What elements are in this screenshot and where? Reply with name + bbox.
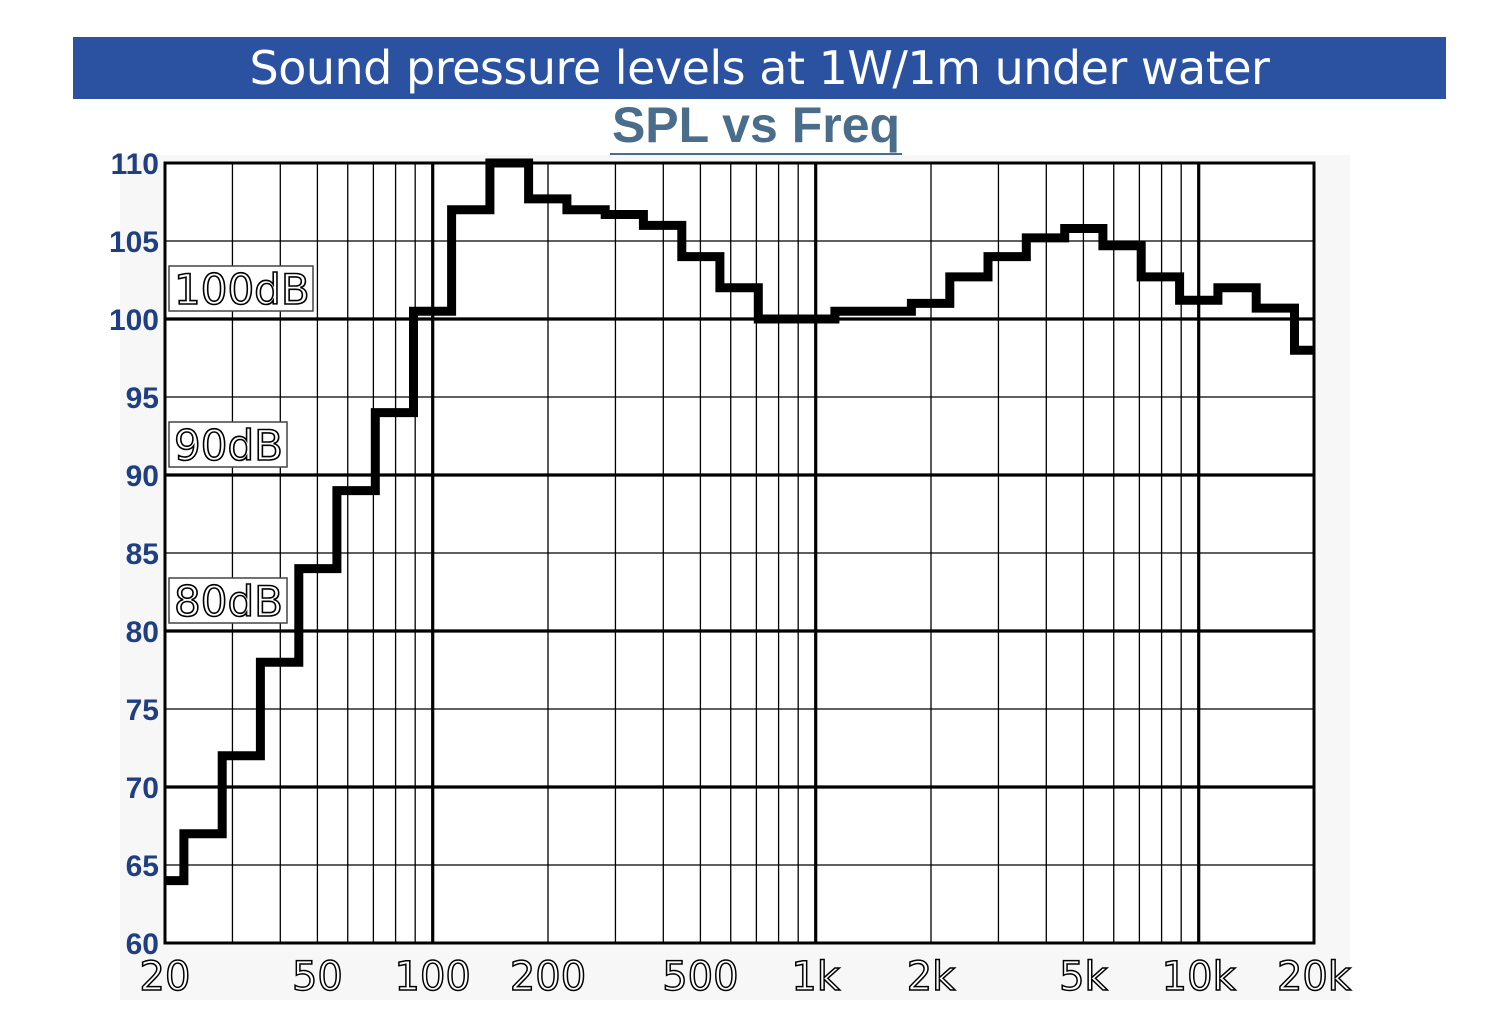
- x-tick-label: 1k: [791, 954, 840, 1000]
- db-annotation-label: 80dB: [174, 577, 283, 626]
- y-tick-label: 100: [109, 304, 159, 337]
- db-annotation: 90dB: [168, 420, 288, 471]
- x-tick-label: 200: [510, 954, 586, 1000]
- x-tick-label: 5k: [1059, 954, 1108, 1000]
- db-annotation-label: 90dB: [174, 421, 283, 470]
- y-tick-label: 85: [126, 538, 159, 571]
- y-tick-label: 110: [111, 148, 159, 181]
- y-tick-label: 65: [126, 850, 159, 883]
- x-tick-label: 500: [662, 954, 738, 1000]
- x-tick-label: 20: [140, 954, 191, 1000]
- y-tick-labels: 60 65 70 75 80 85 90 95 100 105 110: [109, 148, 159, 961]
- x-tick-labels: 20 50 100 200 500 1k 2k 5k 10k 20k: [139, 953, 1353, 1001]
- annotation-group: 100dB 90dB 80dB: [168, 264, 314, 627]
- frame-group: [163, 161, 1316, 945]
- series-group: [165, 158, 1314, 886]
- page-title-banner: Sound pressure levels at 1W/1m under wat…: [73, 37, 1446, 99]
- y-tick-label: 105: [109, 226, 159, 259]
- x-tick-label: 20k: [1277, 954, 1352, 1000]
- x-tick-label: 2k: [907, 954, 956, 1000]
- y-tick-label: 90: [126, 460, 159, 493]
- page-title: Sound pressure levels at 1W/1m under wat…: [249, 41, 1270, 95]
- grid-group: [164, 162, 1315, 944]
- x-tick-label: 10k: [1162, 954, 1237, 1000]
- y-tick-label: 60: [126, 928, 159, 961]
- y-tick-label: 95: [126, 382, 159, 415]
- db-annotation-box: [168, 577, 288, 624]
- chart-title-text: SPL vs Freq: [609, 97, 903, 157]
- spl-series-line: [165, 158, 1314, 886]
- db-annotation: 100dB: [168, 264, 314, 315]
- plot-frame: [163, 161, 1316, 945]
- y-tick-label: 75: [126, 694, 159, 727]
- db-annotation-box: [168, 421, 288, 468]
- db-annotation-box: [168, 265, 314, 312]
- db-annotation: 80dB: [168, 576, 288, 627]
- y-tick-label: 70: [126, 772, 159, 805]
- y-tick-label: 80: [126, 616, 159, 649]
- db-annotation-label: 100dB: [174, 265, 310, 314]
- x-tick-label: 100: [395, 954, 471, 1000]
- chart-title: SPL vs Freq: [0, 96, 1512, 157]
- x-tick-label: 50: [292, 954, 343, 1000]
